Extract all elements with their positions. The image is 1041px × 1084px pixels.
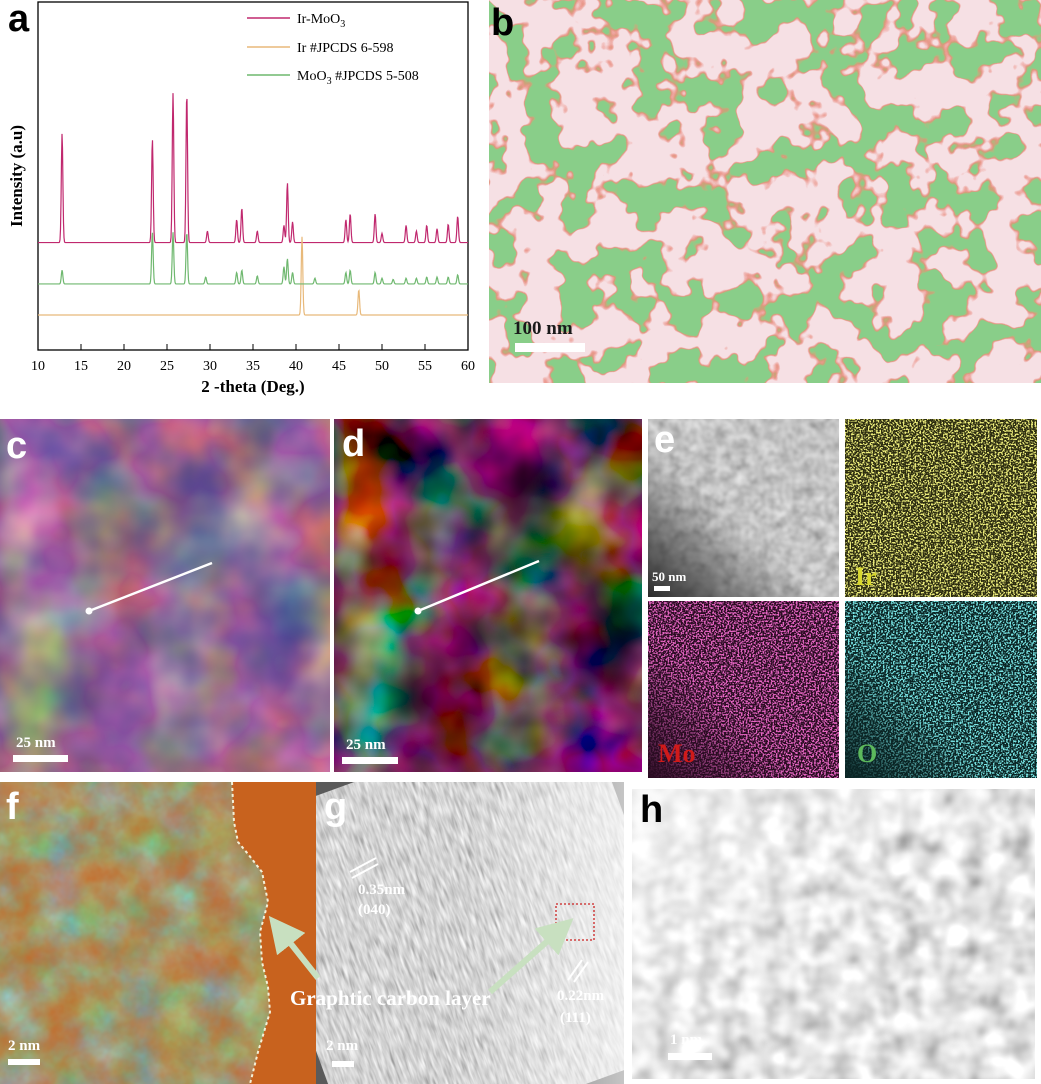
panel-f-phase-map: f 2 nm — [0, 782, 316, 1084]
o-map-texture — [845, 601, 1037, 778]
legend-entry-ir-ref: Ir #JPCDS 6-598 — [297, 41, 393, 56]
panel-e-scale-bar — [654, 586, 670, 591]
panel-h-label: h — [640, 789, 664, 831]
panel-b-scale-label: 100 nm — [513, 318, 573, 339]
panel-f-label: f — [6, 786, 19, 828]
fringe-mark-2a — [567, 959, 583, 981]
fringe-mark-1b — [351, 863, 379, 879]
fringe-plane-2: (111) — [560, 1010, 591, 1026]
panel-e-label: e — [654, 419, 676, 461]
x-axis-label: 2 -theta (Deg.) — [201, 377, 304, 396]
plot-frame — [37, 1, 469, 351]
x-tick-label: 30 — [203, 359, 217, 374]
line-profile — [417, 559, 540, 613]
fringe-plane-1: (040) — [358, 902, 391, 918]
legend-moo3-main: MoO — [297, 69, 327, 84]
threshold-texture — [334, 419, 642, 772]
hrtem-texture — [316, 782, 624, 1084]
o-map-label: O — [857, 739, 878, 768]
series-moo3-ref-line — [38, 232, 468, 285]
haadf-shade — [648, 419, 839, 597]
x-tick-label: 20 — [117, 359, 131, 374]
panel-f-scale-label: 2 nm — [8, 1038, 41, 1054]
ir-map-pattern — [845, 419, 1037, 597]
legend-moo3-rest: #JPCDS 5-508 — [332, 69, 419, 84]
panel-h-scale-bar — [668, 1053, 712, 1060]
legend: Ir-MoO3 Ir #JPCDS 6-598 MoO3 #JPCDS 5-50… — [247, 12, 419, 87]
fringe-mark-2b — [573, 961, 589, 983]
panel-d-thresholded-map: d 25 nm — [334, 419, 642, 772]
mo-map-label: Mo — [658, 739, 696, 768]
legend-moo3-sub: 3 — [327, 76, 332, 87]
legend-entry-moo3-ref: MoO3 #JPCDS 5-508 — [297, 69, 419, 87]
fringe-spacing-1: 0.35nm — [358, 882, 406, 898]
panel-g-scale-label: 2 nm — [326, 1038, 359, 1054]
ir-map-label: Ir — [855, 562, 877, 591]
legend-ir-moo3-main: Ir-MoO — [297, 12, 340, 27]
legend-entry-ir-moo3: Ir-MoO3 — [297, 12, 345, 30]
panel-c-scale-bar — [13, 755, 68, 762]
x-tick-label: 50 — [375, 359, 389, 374]
x-tick-label: 40 — [289, 359, 303, 374]
panel-a-label: a — [8, 0, 30, 40]
atomic-brightening — [632, 789, 1035, 1079]
line-profile — [88, 561, 213, 613]
panel-g-label: g — [324, 786, 348, 828]
mo-map-shade — [648, 601, 839, 778]
threshold-pattern — [334, 419, 642, 772]
fringe-mark-1a — [349, 857, 377, 873]
series-ir-ref-line — [38, 236, 468, 316]
heatmap-texture — [0, 419, 330, 772]
x-tick-label: 10 — [31, 359, 45, 374]
panel-g-hrtem-image: g 0.35nm (040) 0.22nm (111) 2 nm — [316, 782, 624, 1084]
panel-c-label: c — [6, 425, 28, 467]
legend-ir-moo3-sub: 3 — [340, 19, 345, 30]
panel-e-mo-map: Mo — [648, 601, 839, 778]
phase-map-pattern — [0, 782, 270, 1084]
panel-d-scale-label: 25 nm — [346, 737, 386, 753]
x-tick-label: 45 — [332, 359, 346, 374]
panel-c-heatmap: c 25 nm — [0, 419, 330, 772]
o-map-shade — [845, 601, 1037, 778]
phase-map-texture — [0, 782, 272, 1084]
panel-d-label: d — [342, 423, 366, 465]
y-axis-label: Intensity (a.u) — [7, 125, 26, 227]
hrtem-brightening — [316, 782, 624, 1084]
panel-f-scale-bar — [8, 1059, 40, 1065]
panel-b-network-image: b 100 nm — [489, 0, 1041, 383]
panel-b-scale-bar — [515, 343, 585, 352]
xrd-chart-svg: 10 15 20 25 30 35 40 45 50 55 60 Intensity (a.u) 2… — [7, 1, 475, 396]
x-tick-label: 25 — [160, 359, 174, 374]
panel-h-atomic-image: h 1 nm — [632, 789, 1035, 1079]
x-tick-label: 60 — [461, 359, 475, 374]
network-pattern — [489, 0, 1041, 383]
panel-e-ir-map: Ir — [845, 419, 1037, 597]
series-ir-moo3-line — [38, 93, 468, 244]
heatmap-pattern — [0, 419, 330, 772]
x-tick-label: 55 — [418, 359, 432, 374]
panel-c-scale-label: 25 nm — [16, 735, 56, 751]
panel-e-haadf-image: e 50 nm — [648, 419, 839, 597]
haadf-texture — [648, 419, 839, 597]
panel-d-scale-bar — [342, 757, 398, 764]
panel-g-scale-bar — [332, 1061, 354, 1067]
x-tick-label: 15 — [74, 359, 88, 374]
panel-a-xrd-chart: a 10 15 20 25 30 35 40 45 50 55 60 Intensity (a.u)… — [0, 0, 480, 405]
atomic-texture — [632, 789, 1035, 1079]
mo-map-texture — [648, 601, 839, 778]
carbon-layer-edge — [231, 782, 272, 1084]
panel-b-label: b — [491, 2, 515, 44]
panel-e-scale-label: 50 nm — [652, 569, 687, 584]
carbon-layer-label: Graphtic carbon layer — [290, 986, 491, 1010]
line-profile-start — [414, 607, 422, 615]
ir-map-texture — [845, 419, 1037, 597]
line-profile-start — [85, 607, 93, 615]
fringe-spacing-2: 0.22nm — [557, 988, 605, 1004]
panel-h-scale-label: 1 nm — [670, 1032, 703, 1048]
x-tick-label: 35 — [246, 359, 260, 374]
panel-e-o-map: O — [845, 601, 1037, 778]
network-texture — [489, 0, 1041, 383]
